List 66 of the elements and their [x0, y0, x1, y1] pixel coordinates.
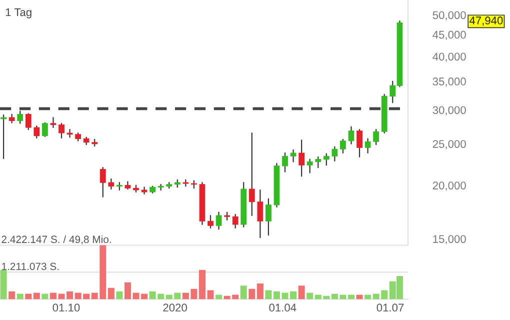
ref-line-label: 1.211.073 S.: [2, 262, 59, 270]
y-tick-label: 25,000: [432, 140, 466, 150]
candlestick: [356, 128, 362, 158]
candlestick: [25, 113, 32, 130]
bar: [306, 292, 314, 300]
bar: [273, 291, 280, 300]
y-tick-label: 15,000: [433, 235, 466, 244]
y-tick-label: 40,000: [432, 52, 466, 62]
bar: [240, 286, 247, 300]
candlestick: [232, 214, 238, 229]
y-tick-label: 30,000: [432, 106, 466, 116]
candlestick: [17, 110, 24, 124]
bar: [25, 294, 32, 300]
y-tick-label: 45,000: [432, 30, 466, 40]
x-tick-label: 01.10: [52, 304, 80, 312]
bar: [265, 290, 272, 300]
candlestick: [348, 126, 354, 144]
bar: [66, 291, 74, 300]
ref-line-label: 2.422.147 S. / 49,8 Mio.: [2, 235, 111, 244]
candlestick: [216, 212, 222, 230]
candlestick: [34, 126, 40, 139]
bar: [8, 291, 16, 300]
x-tick-label: 2020: [163, 304, 187, 312]
candlestick: [266, 198, 272, 236]
bar: [356, 294, 363, 300]
bar: [16, 294, 24, 300]
candlestick: [306, 158, 313, 174]
bar: [116, 291, 123, 300]
candlestick: [282, 152, 288, 172]
text: 1 Tag: [6, 8, 32, 18]
bar: [0, 270, 7, 300]
bar: [256, 284, 264, 300]
bar: [207, 290, 214, 300]
candlestick: [298, 140, 305, 177]
bar: [33, 292, 40, 300]
candlestick: [257, 189, 264, 238]
y-tick-label: 50,000: [432, 11, 466, 20]
candlestick: [340, 138, 346, 154]
candlestick: [66, 128, 73, 138]
bar: [42, 294, 48, 300]
candlestick: [50, 116, 56, 128]
text: 47,940: [469, 16, 503, 26]
candlestick: [248, 132, 255, 216]
candlestick: [42, 122, 48, 138]
candlestick: [323, 153, 330, 166]
bar: [364, 294, 372, 300]
candlestick: [364, 138, 371, 154]
bar: [348, 294, 354, 300]
candlestick: [100, 167, 106, 198]
candlestick: [332, 146, 338, 162]
x-tick-label: 01.04: [269, 304, 296, 312]
candlestick: [0, 114, 6, 160]
candlestick: [58, 122, 64, 139]
candlestick: [315, 156, 322, 168]
bar: [298, 286, 305, 300]
bar: [198, 270, 206, 300]
candlestick: [108, 178, 114, 190]
bar: [248, 288, 256, 300]
bar: [108, 288, 114, 300]
y-tick-label: 20,000: [432, 182, 466, 191]
x-tick-label: 01.07: [376, 304, 404, 312]
y-tick-label: 35,000: [432, 78, 466, 87]
bar: [216, 294, 222, 300]
candlestick: [373, 128, 380, 146]
candlestick: [290, 149, 296, 162]
candlestick: [208, 214, 214, 229]
